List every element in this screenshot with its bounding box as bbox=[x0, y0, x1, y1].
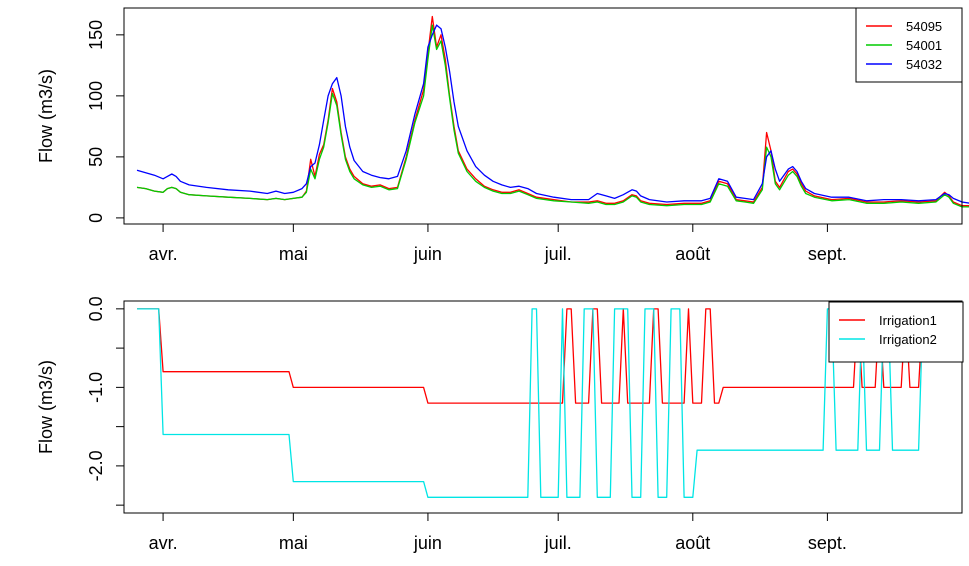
panel1-series-line-2 bbox=[136, 24, 969, 208]
panel2-x-tick-label-2: mai bbox=[279, 533, 308, 553]
panel2-y-tick-label-5: -2.0 bbox=[86, 450, 106, 481]
panel1-legend-label-3: 54032 bbox=[906, 57, 942, 72]
panel1-x-tick-label-5: août bbox=[675, 244, 710, 264]
panel2-legend-label-2: Irrigation2 bbox=[879, 332, 937, 347]
panel1-y-axis-title: Flow (m3/s) bbox=[36, 69, 56, 163]
panel2-legend-box bbox=[828, 301, 964, 363]
panel2-x-tick-label-4: juil. bbox=[544, 533, 572, 553]
panel1-legend-label-1: 54095 bbox=[906, 19, 942, 34]
panel1-series-line-3 bbox=[136, 24, 969, 204]
panel2-series-line-2 bbox=[137, 308, 932, 498]
panel1-x-tick-label-4: juil. bbox=[544, 244, 572, 264]
panel1-x-tick-label-6: sept. bbox=[808, 244, 847, 264]
panel1-legend-label-2: 54001 bbox=[906, 38, 942, 53]
panel2-x-tick-label-6: sept. bbox=[808, 533, 847, 553]
panel1-y-tick-label-3: 100 bbox=[86, 81, 106, 111]
panel1-y-tick-label-1: 0 bbox=[86, 213, 106, 223]
panel2-y-tick-label-3: -1.0 bbox=[86, 372, 106, 403]
panel1-x-tick-label-3: juin bbox=[413, 244, 442, 264]
panel2-legend-label-1: Irrigation1 bbox=[879, 313, 937, 328]
panel2-x-tick-label-3: juin bbox=[413, 533, 442, 553]
panel2-y-axis-title: Flow (m3/s) bbox=[36, 360, 56, 454]
panel2-series-line-1 bbox=[137, 308, 932, 404]
panel1-x-tick-label-2: mai bbox=[279, 244, 308, 264]
panel2-x-tick-label-5: août bbox=[675, 533, 710, 553]
panel1-x-tick-label-1: avr. bbox=[149, 244, 178, 264]
panel1-y-tick-label-2: 50 bbox=[86, 147, 106, 167]
panel2-x-tick-label-1: avr. bbox=[149, 533, 178, 553]
panel1-series-line-1 bbox=[136, 15, 969, 207]
panel2-y-tick-label-1: 0.0 bbox=[86, 296, 106, 321]
panel1-y-tick-label-4: 150 bbox=[86, 20, 106, 50]
